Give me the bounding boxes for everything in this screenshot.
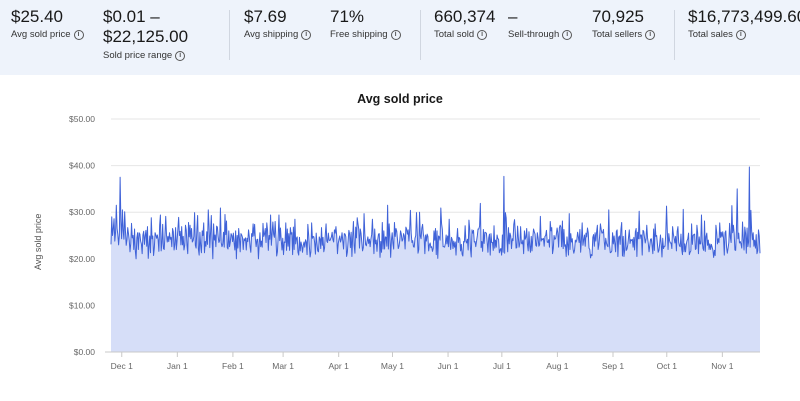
divider bbox=[420, 10, 421, 60]
info-icon[interactable]: i bbox=[73, 29, 84, 40]
x-tick-label: May 1 bbox=[381, 361, 404, 371]
x-tick-label: Feb 1 bbox=[222, 361, 244, 371]
stat-label-text: Total sold bbox=[434, 29, 475, 40]
x-tick-label: Jan 1 bbox=[167, 361, 188, 371]
x-tick-label: Aug 1 bbox=[546, 361, 568, 371]
series-area bbox=[111, 167, 760, 352]
y-tick-label: $10.00 bbox=[69, 300, 95, 310]
stat-free-shipping: 71% Free shipping i bbox=[330, 7, 401, 40]
stat-total-sellers: 70,925 Total sellers i bbox=[592, 7, 656, 40]
stat-label-text: Sold price range bbox=[103, 50, 173, 61]
stat-label-text: Avg shipping bbox=[244, 29, 299, 40]
info-icon[interactable]: i bbox=[301, 29, 312, 40]
stat-value: 660,374 bbox=[434, 7, 496, 26]
stat-value: $25.40 bbox=[11, 7, 63, 26]
stat-value-line1: $0.01 – bbox=[103, 7, 160, 26]
stat-sell-through: – Sell-through i bbox=[508, 7, 573, 40]
stat-label: Free shipping i bbox=[330, 29, 401, 40]
y-tick-labels: $0.00 $10.00 $20.00 $30.00 $40.00 $50.00 bbox=[69, 114, 95, 357]
x-tick-labels: Dec 1 Jan 1 Feb 1 Mar 1 Apr 1 May 1 Jun 1 Jul 1… bbox=[111, 352, 734, 371]
divider bbox=[229, 10, 230, 60]
x-tick-label: Jul 1 bbox=[493, 361, 511, 371]
y-tick-label: $30.00 bbox=[69, 207, 95, 217]
stat-value: – bbox=[508, 7, 518, 26]
info-icon[interactable]: i bbox=[562, 29, 573, 40]
stat-value: 70,925 bbox=[592, 7, 644, 26]
stat-label: Total sold i bbox=[434, 29, 495, 40]
info-icon[interactable]: i bbox=[477, 29, 488, 40]
x-tick-label: Sep 1 bbox=[602, 361, 624, 371]
stat-avg-shipping: $7.69 Avg shipping i bbox=[244, 7, 312, 40]
stats-bar: $25.40 Avg sold price i $0.01 – $22,125.… bbox=[0, 0, 800, 75]
stat-value: 71% bbox=[330, 7, 365, 26]
stat-label: Sold price range i bbox=[103, 50, 188, 61]
x-tick-label: Apr 1 bbox=[329, 361, 350, 371]
stat-label-text: Sell-through bbox=[508, 29, 560, 40]
x-tick-label: Nov 1 bbox=[711, 361, 733, 371]
stat-avg-sold-price: $25.40 Avg sold price i bbox=[11, 7, 84, 40]
divider bbox=[674, 10, 675, 60]
y-tick-label: $0.00 bbox=[74, 347, 96, 357]
x-tick-label: Mar 1 bbox=[272, 361, 294, 371]
stat-value: $7.69 bbox=[244, 7, 287, 26]
stat-label: Avg sold price i bbox=[11, 29, 84, 40]
stat-value: $16,773,499.60 bbox=[688, 7, 800, 26]
stat-label: Total sellers i bbox=[592, 29, 656, 40]
stat-label-text: Total sellers bbox=[592, 29, 643, 40]
x-tick-label: Oct 1 bbox=[657, 361, 678, 371]
info-icon[interactable]: i bbox=[390, 29, 401, 40]
stat-total-sales: $16,773,499.60 Total sales i bbox=[688, 7, 800, 40]
info-icon[interactable]: i bbox=[735, 29, 746, 40]
info-icon[interactable]: i bbox=[645, 29, 656, 40]
x-tick-label: Dec 1 bbox=[111, 361, 133, 371]
y-tick-label: $50.00 bbox=[69, 114, 95, 124]
y-tick-label: $20.00 bbox=[69, 254, 95, 264]
info-icon[interactable]: i bbox=[175, 50, 186, 61]
stat-total-sold: 660,374 Total sold i bbox=[434, 7, 495, 40]
stat-label-text: Avg sold price bbox=[11, 29, 71, 40]
stat-label: Avg shipping i bbox=[244, 29, 312, 40]
chart-title: Avg sold price bbox=[357, 92, 443, 106]
y-tick-label: $40.00 bbox=[69, 161, 95, 171]
series-line[interactable] bbox=[110, 166, 761, 260]
stat-label-text: Total sales bbox=[688, 29, 733, 40]
stat-value-line2: $22,125.00 bbox=[103, 27, 189, 46]
stat-label: Total sales i bbox=[688, 29, 800, 40]
stat-label-text: Free shipping bbox=[330, 29, 388, 40]
stat-sold-price-range: $0.01 – $22,125.00 Sold price range i bbox=[103, 7, 188, 61]
stat-label: Sell-through i bbox=[508, 29, 573, 40]
x-tick-label: Jun 1 bbox=[438, 361, 459, 371]
